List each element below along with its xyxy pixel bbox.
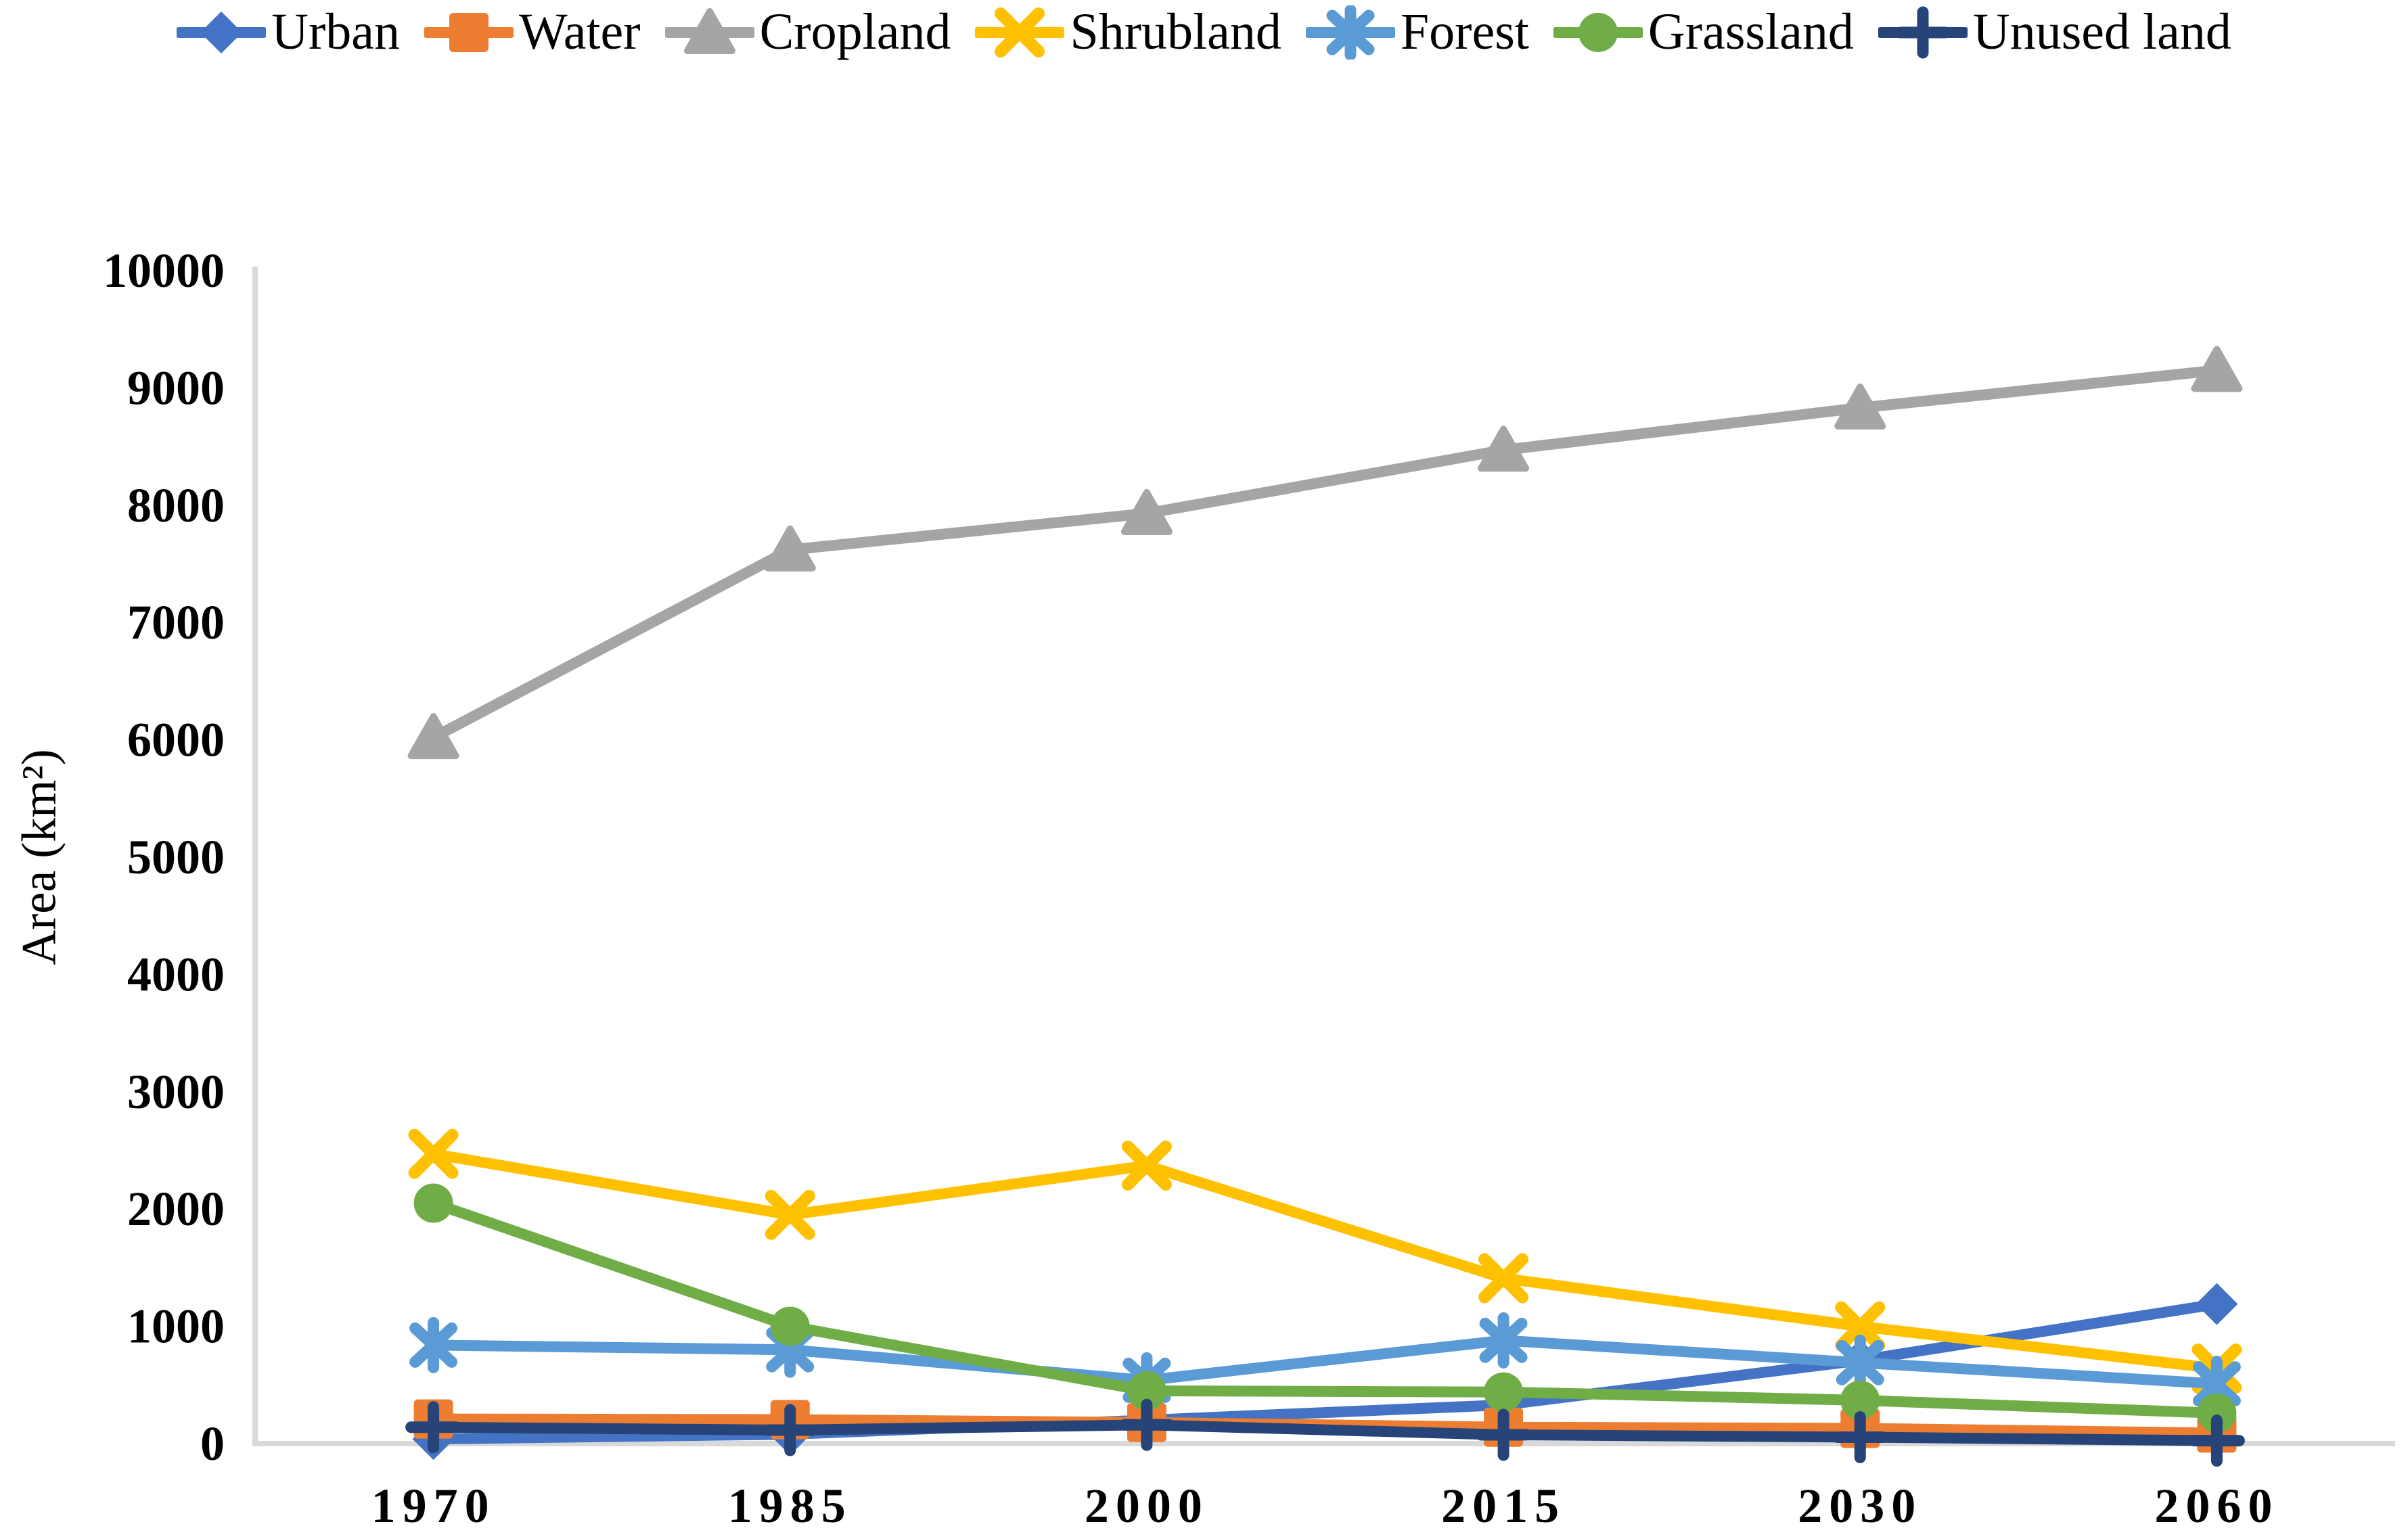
legend-item-forest: Forest <box>1305 3 1529 62</box>
chart-legend: Urban Water Cropland Shrubland Forest Grassla… <box>0 3 2408 62</box>
legend-symbol-shrubland <box>995 7 1045 58</box>
grassland-marker-2015 <box>1484 1372 1524 1412</box>
series-line-grassland <box>428 1197 2223 1419</box>
y-tick-label: 10000 <box>103 244 225 298</box>
x-tick-label: 2060 <box>2154 1479 2279 1533</box>
legend-label-grassland: Grassland <box>1648 3 1854 60</box>
unused-land-marker-1970 <box>405 1401 462 1454</box>
forest-marker-1970 <box>409 1316 458 1373</box>
legend-marker-shrubland-icon <box>975 7 1065 58</box>
grassland-marker-1985 <box>770 1306 810 1346</box>
series-cropland <box>407 346 2243 760</box>
y-tick-label: 6000 <box>127 713 225 767</box>
legend-label-unused-land: Unused land <box>1972 3 2231 60</box>
x-tick-label: 2015 <box>1441 1479 1566 1533</box>
legend-symbol-water <box>449 12 489 52</box>
y-tick-label: 2000 <box>127 1182 225 1236</box>
y-tick-label: 9000 <box>127 361 225 415</box>
legend-symbol-urban <box>200 11 243 53</box>
series-grassland <box>413 1183 2237 1433</box>
grassland-marker-2030 <box>1840 1380 1880 1420</box>
shrubland-marker-1985 <box>765 1189 815 1240</box>
unused-land-marker-2060 <box>2188 1415 2245 1467</box>
x-tick-label: 2000 <box>1085 1479 1209 1533</box>
legend-marker-forest-icon <box>1305 5 1395 60</box>
series-unused-land <box>405 1398 2245 1467</box>
legend-item-cropland: Cropland <box>664 3 951 62</box>
legend-marker-cropland-icon <box>664 7 754 54</box>
legend-symbol-grassland <box>1578 12 1618 52</box>
cropland-marker-1985 <box>764 525 816 572</box>
urban-marker-2060 <box>2196 1283 2238 1325</box>
y-tick-label: 1000 <box>127 1300 225 1354</box>
y-tick-label: 8000 <box>127 478 225 532</box>
series-line-forest <box>428 1335 2223 1389</box>
y-tick-label: 3000 <box>127 1065 225 1119</box>
grassland-marker-2000 <box>1127 1371 1166 1410</box>
legend-label-urban: Urban <box>271 3 401 60</box>
cropland-marker-2030 <box>1834 383 1886 430</box>
forest-marker-2030 <box>1836 1334 1884 1391</box>
x-tick-label: 2030 <box>1798 1479 1922 1533</box>
series-line-shrubland <box>428 1148 2223 1375</box>
cropland-marker-2000 <box>1120 488 1173 535</box>
shrubland-marker-2000 <box>1121 1141 1172 1191</box>
cropland-marker-2060 <box>2191 346 2243 392</box>
y-tick-label: 5000 <box>127 830 225 884</box>
y-tick-label: 4000 <box>127 947 225 1001</box>
legend-item-shrubland: Shrubland <box>975 3 1281 62</box>
legend-symbol-unused-land <box>1894 6 1951 58</box>
unused-land-marker-2015 <box>1475 1408 1532 1461</box>
y-tick-label: 7000 <box>127 595 225 649</box>
unused-land-marker-2030 <box>1832 1410 1888 1463</box>
shrubland-marker-2015 <box>1478 1253 1529 1304</box>
legend-label-forest: Forest <box>1400 3 1529 60</box>
legend-symbol-forest <box>1326 5 1375 60</box>
cropland-marker-1970 <box>407 713 459 760</box>
shrubland-marker-2030 <box>1835 1301 1886 1352</box>
legend-label-cropland: Cropland <box>759 3 951 60</box>
legend-item-grassland: Grassland <box>1553 3 1854 62</box>
forest-marker-2015 <box>1479 1312 1528 1369</box>
legend-label-shrubland: Shrubland <box>1070 3 1281 60</box>
legend-label-water: Water <box>519 3 641 60</box>
series-line-unused-land <box>428 1419 2223 1446</box>
x-tick-label: 1985 <box>728 1479 853 1533</box>
legend-item-water: Water <box>424 3 641 62</box>
y-tick-label: 0 <box>200 1417 225 1471</box>
legend-item-unused-land: Unused land <box>1878 3 2231 62</box>
legend-marker-grassland-icon <box>1553 12 1643 52</box>
legend-symbol-cropland <box>683 7 735 54</box>
unused-land-marker-1985 <box>762 1404 819 1456</box>
legend-marker-unused-land-icon <box>1878 6 1968 58</box>
legend-marker-water-icon <box>424 12 514 52</box>
legend-marker-urban-icon <box>177 11 267 53</box>
unused-land-marker-2000 <box>1118 1398 1175 1451</box>
grassland-marker-2060 <box>2197 1393 2237 1433</box>
series-line-cropland <box>428 365 2223 743</box>
cropland-marker-2015 <box>1478 426 1530 472</box>
shrubland-marker-1970 <box>408 1128 459 1179</box>
grassland-marker-1970 <box>413 1183 453 1223</box>
legend-item-urban: Urban <box>177 3 400 62</box>
x-tick-label: 1970 <box>371 1479 496 1533</box>
